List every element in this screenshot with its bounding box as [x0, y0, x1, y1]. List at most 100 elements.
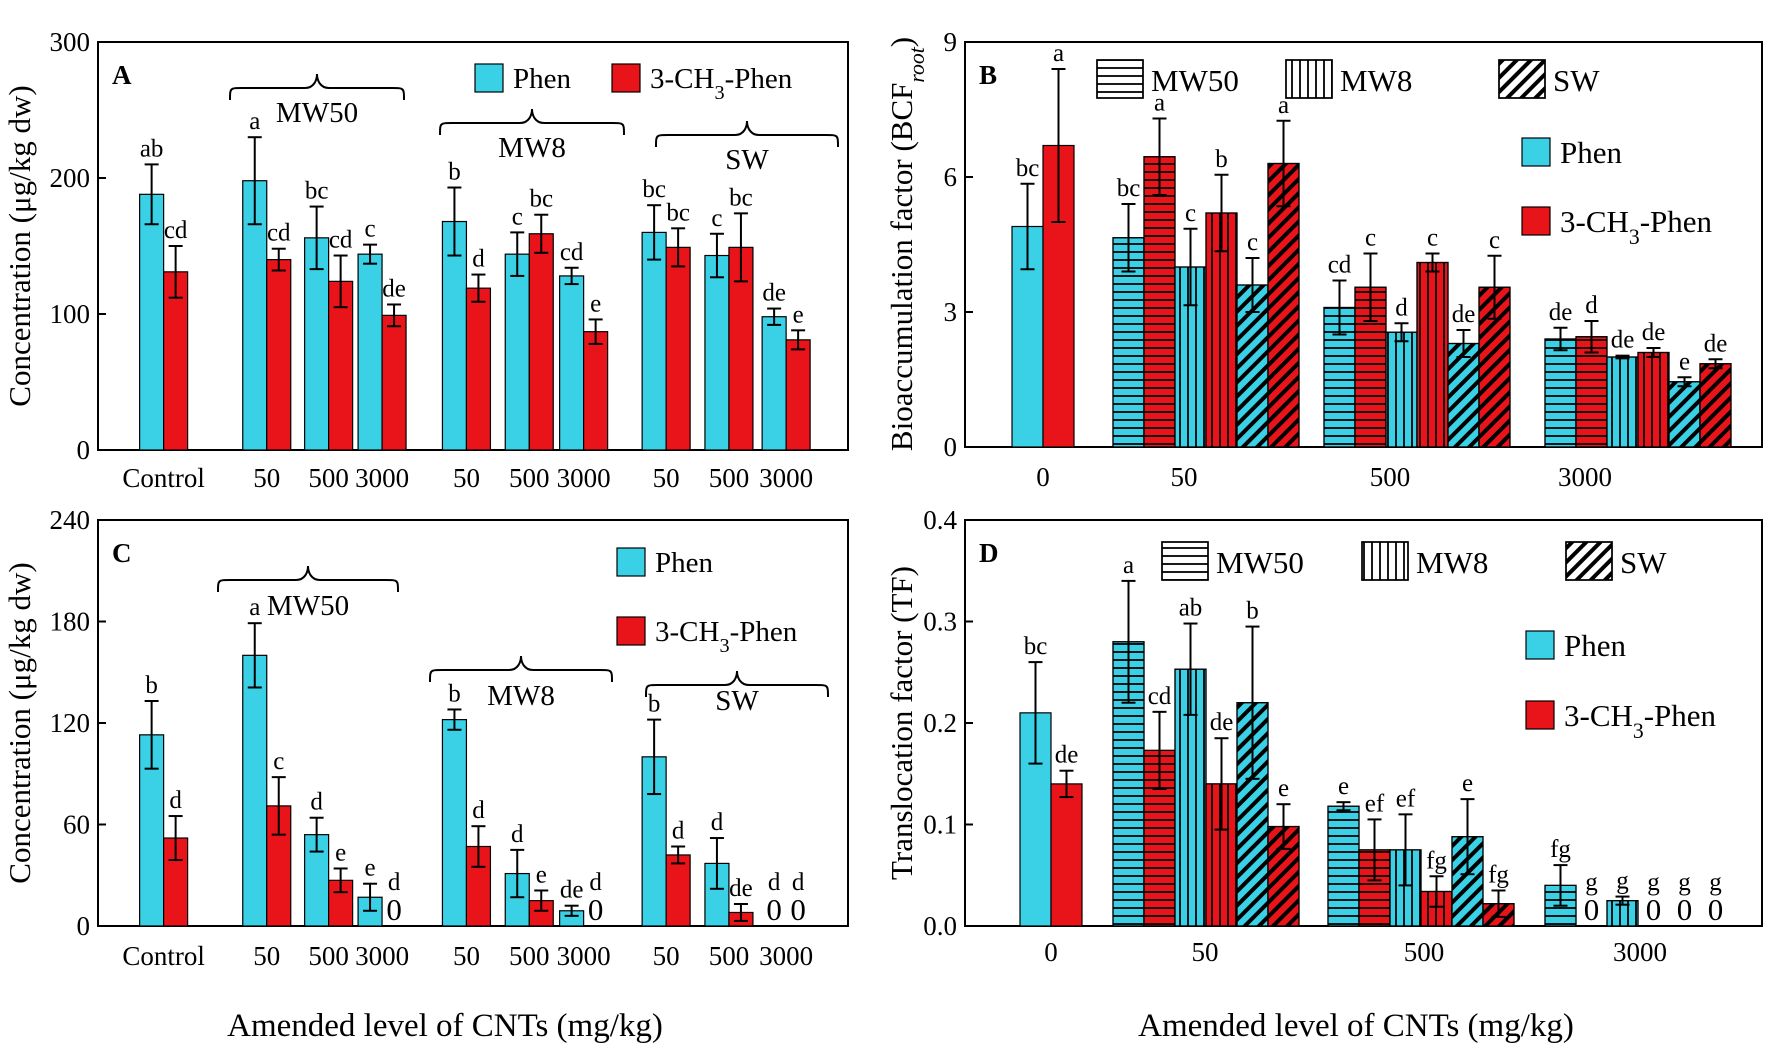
panel-a-x-tick-label: 500 [308, 463, 349, 493]
panel-b-bar-phen-letter: de [1452, 301, 1476, 328]
panel-a-bar-phen [641, 231, 667, 451]
panel-a-bar-mephen-letter: de [382, 275, 406, 302]
panel-b-x-tick-label: 3000 [1558, 462, 1612, 492]
panel-a-group-brace [439, 108, 625, 136]
panel-c-y-tick-label: 120 [50, 708, 91, 738]
panel-c-bar-phen-letter: b [145, 672, 158, 699]
panel-c-y-tick-label: 60 [63, 810, 90, 840]
panel-b-bar-phen-letter: c [1247, 229, 1258, 256]
panel-a-y-tick-label: 300 [50, 27, 91, 57]
panel-d-legend-label: Phen [1564, 628, 1627, 663]
panel-c-bar-phen-letter: de [560, 877, 584, 904]
panel-b-bar-phen-hatch [1385, 331, 1418, 448]
panel-d-bar-mephen-letter: cd [1148, 683, 1172, 710]
panel-a-bar-mephen [785, 339, 811, 451]
panel-a-bar-mephen-letter: bc [666, 199, 690, 226]
panel-a-bar-mephen [665, 246, 691, 451]
panel-d-bar-control-mephen [1050, 783, 1083, 927]
panel-c-bar-phen-zero-label: 0 [766, 892, 782, 927]
panel-b-legend-hatch-label: MW50 [1151, 63, 1239, 98]
panel-a-bar-phen [304, 237, 330, 451]
panel-a-bar-phen [704, 254, 730, 451]
panel-b-legend-hatch-pattern [1096, 59, 1144, 99]
panel-a-bar-phen-letter: a [249, 108, 260, 135]
panel-b-bar-phen-letter: de [1549, 299, 1573, 326]
panel-a-bar-phen [242, 180, 268, 451]
panel-d-y-tick-label: 0.2 [923, 708, 957, 738]
panel-c-bar-phen [504, 872, 530, 927]
panel-a-panel-letter: A [112, 60, 132, 90]
panel-d-y-tick-label: 0.4 [923, 505, 957, 535]
panel-c-bar-phen-letter: b [648, 691, 661, 718]
panel-b-bar-phen-letter: d [1395, 294, 1408, 321]
panel-d-bar-control-mephen-letter: de [1055, 742, 1079, 769]
panel-b-bar-control-phen-letter: bc [1016, 155, 1040, 182]
panel-d-bar-phen-letter: a [1123, 552, 1134, 579]
panel-d-y-tick-label: 0.3 [923, 607, 957, 637]
panel-c-x-tick-label: 50 [653, 941, 680, 971]
panel-d-x-tick-label: 3000 [1613, 937, 1667, 967]
panel-a-bar-phen-letter: de [762, 280, 786, 307]
subscript: 3 [1629, 225, 1640, 249]
panel-a-bar-phen [357, 253, 383, 451]
panel-b-bar-mephen-hatch [1637, 351, 1670, 448]
subscript: 3 [719, 635, 729, 657]
panel-a-legend-swatch [611, 63, 641, 93]
panel-a-bar-mephen-letter: cd [164, 217, 188, 244]
panel-a-group-brace [229, 73, 405, 101]
panel-d-bar-phen-letter: e [1338, 773, 1349, 800]
x-axis-label-left: Amended level of CNTs (mg/kg) [227, 1008, 663, 1044]
panel-c-bar-phen-letter: d [711, 809, 724, 836]
panel-c-bar-mephen-letter: d [388, 869, 401, 896]
panel-a-bar-mephen-letter: e [590, 290, 601, 317]
panel-a-bar-phen-letter: c [512, 203, 523, 230]
panel-b-bar-control-mephen-letter: a [1053, 40, 1064, 67]
panel-a-x-tick-label: 3000 [557, 463, 611, 493]
panel-b-bar-mephen-letter: a [1278, 92, 1289, 119]
panel-a-bar-mephen [266, 259, 292, 451]
panel-c-x-tick-label: 3000 [759, 941, 813, 971]
panel-c-group-label: SW [715, 685, 759, 717]
panel-c-bar-phen [441, 719, 468, 927]
panel-b-bar-phen-hatch [1236, 284, 1269, 448]
panel-a-bar-mephen [381, 314, 407, 451]
panel-c-x-tick-label: 3000 [355, 941, 409, 971]
subscript: 3 [1633, 719, 1644, 743]
panel-a-bar-phen [441, 220, 468, 451]
panel-b-bar-phen-letter: c [1185, 200, 1196, 227]
panel-c-y-tick-label: 180 [50, 607, 91, 637]
panel-c-bar-phen-letter: d [310, 789, 323, 816]
panel-b-x-tick-label: 500 [1370, 462, 1411, 492]
panel-b-y-tick-label: 0 [944, 432, 958, 462]
panel-c-x-tick-label: 500 [709, 941, 750, 971]
panel-a-bar-phen-letter: cd [560, 239, 584, 266]
panel-b-legend-swatch [1521, 137, 1551, 167]
panel-d-y-tick-label: 0.1 [923, 810, 957, 840]
panel-c-legend-label: 3-CH3-Phen [655, 616, 798, 657]
panel-b-legend-hatch-label: MW8 [1340, 63, 1412, 98]
panel-a-bar-mephen-letter: bc [729, 184, 753, 211]
panel-a-bar-phen [139, 193, 165, 451]
panel-a-group-label: MW8 [498, 132, 566, 164]
panel-d-bar-mephen-letter: g [1585, 869, 1598, 896]
panel-c-panel-letter: C [112, 538, 132, 568]
panel-b-legend-label: 3-CH3-Phen [1560, 204, 1713, 249]
panel-c-bar-mephen-zero-label: 0 [790, 892, 806, 927]
panel-a-legend-label: 3-CH3-Phen [650, 63, 793, 104]
panel-b-bar-phen-hatch [1447, 342, 1480, 448]
panel-c-x-tick-label: 3000 [557, 941, 611, 971]
panel-a-bar-phen [559, 275, 585, 451]
panel-b-legend-hatch-label: SW [1553, 63, 1600, 98]
panel-b-y-tick-label: 3 [944, 297, 958, 327]
panel-c-bar-mephen-letter: de [729, 875, 753, 902]
panel-a-bar-mephen-letter: cd [329, 227, 353, 254]
panel-b-y-axis-label: Bioaccumulation factor (BCFroot) [884, 37, 929, 451]
panel-c-y-tick-label: 0 [77, 911, 91, 941]
panel-d-bar-phen-letter: b [1246, 598, 1259, 625]
panel-a-bar-mephen [328, 280, 354, 451]
panel-a-bar-phen-letter: ab [140, 135, 164, 162]
panel-a-x-tick-label: Control [122, 463, 205, 493]
panel-c-bar-mephen-letter: e [335, 839, 346, 866]
panel-c-bar-mephen-letter: d [672, 817, 685, 844]
panel-b-panel-letter: B [979, 60, 997, 90]
